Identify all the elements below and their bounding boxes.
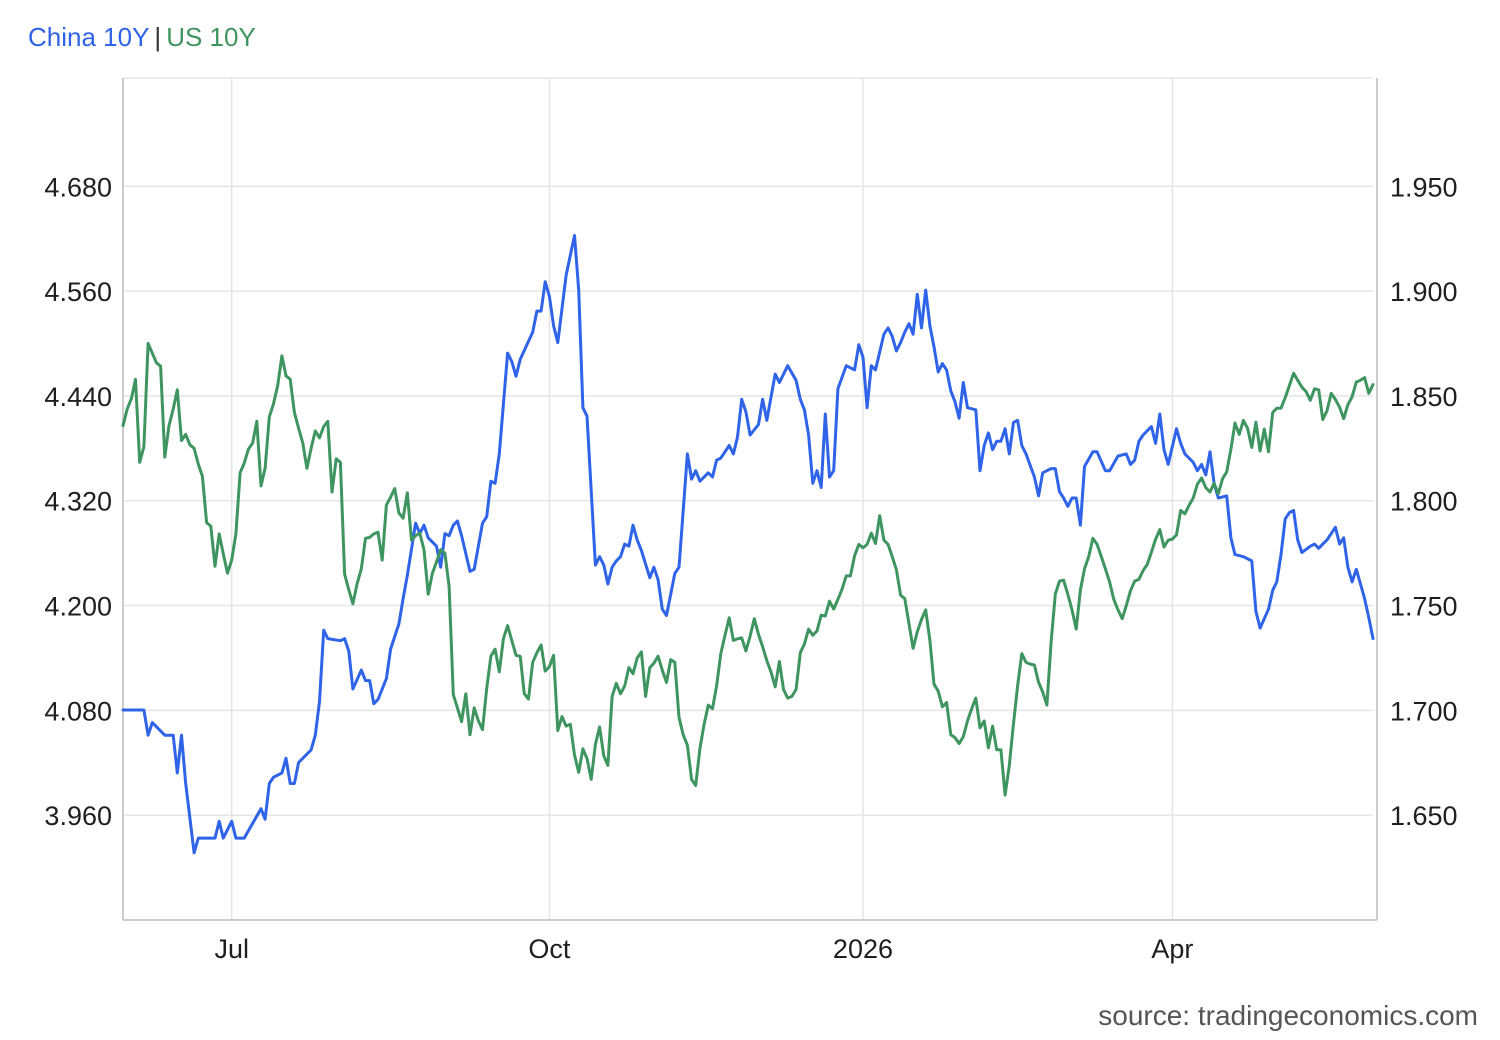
y-right-tick-label: 1.750 [1390,592,1458,622]
series-line-us-10y[interactable] [121,342,1375,797]
series-lines [121,234,1375,855]
y-left-tick-label: 4.440 [44,382,112,412]
axes [122,78,1378,921]
y-left-tick-label: 3.960 [44,801,112,831]
legend-us[interactable]: US 10Y [166,22,256,52]
y-right-tick-label: 1.800 [1390,487,1458,517]
series-line-china-10y[interactable] [121,234,1375,855]
x-tick-label: 2026 [833,934,893,964]
y-left-tick-label: 4.680 [44,172,112,202]
y-right-tick-label: 1.700 [1390,696,1458,726]
y-left-tick-label: 4.320 [44,487,112,517]
source-credit[interactable]: source: tradingeconomics.com [1098,1000,1478,1031]
gridlines [123,77,1373,920]
legend-separator: | [154,22,162,52]
y-right-tick-label: 1.950 [1390,172,1458,202]
legend-china[interactable]: China 10Y [28,22,150,52]
x-tick-label: Apr [1151,934,1193,964]
x-tick-label: Jul [214,934,249,964]
chart-legend: China 10Y | US 10Y [28,22,256,53]
x-tick-label: Oct [528,934,571,964]
y-right-tick-label: 1.900 [1390,277,1458,307]
tick-labels: 4.680 1.950 4.560 1.900 4.440 1.850 4.320 1.800… [44,172,1457,964]
y-left-tick-label: 4.200 [44,592,112,622]
y-left-tick-label: 4.560 [44,277,112,307]
y-right-tick-label: 1.650 [1390,801,1458,831]
y-right-tick-label: 1.850 [1390,382,1458,412]
y-left-tick-label: 4.080 [44,696,112,726]
